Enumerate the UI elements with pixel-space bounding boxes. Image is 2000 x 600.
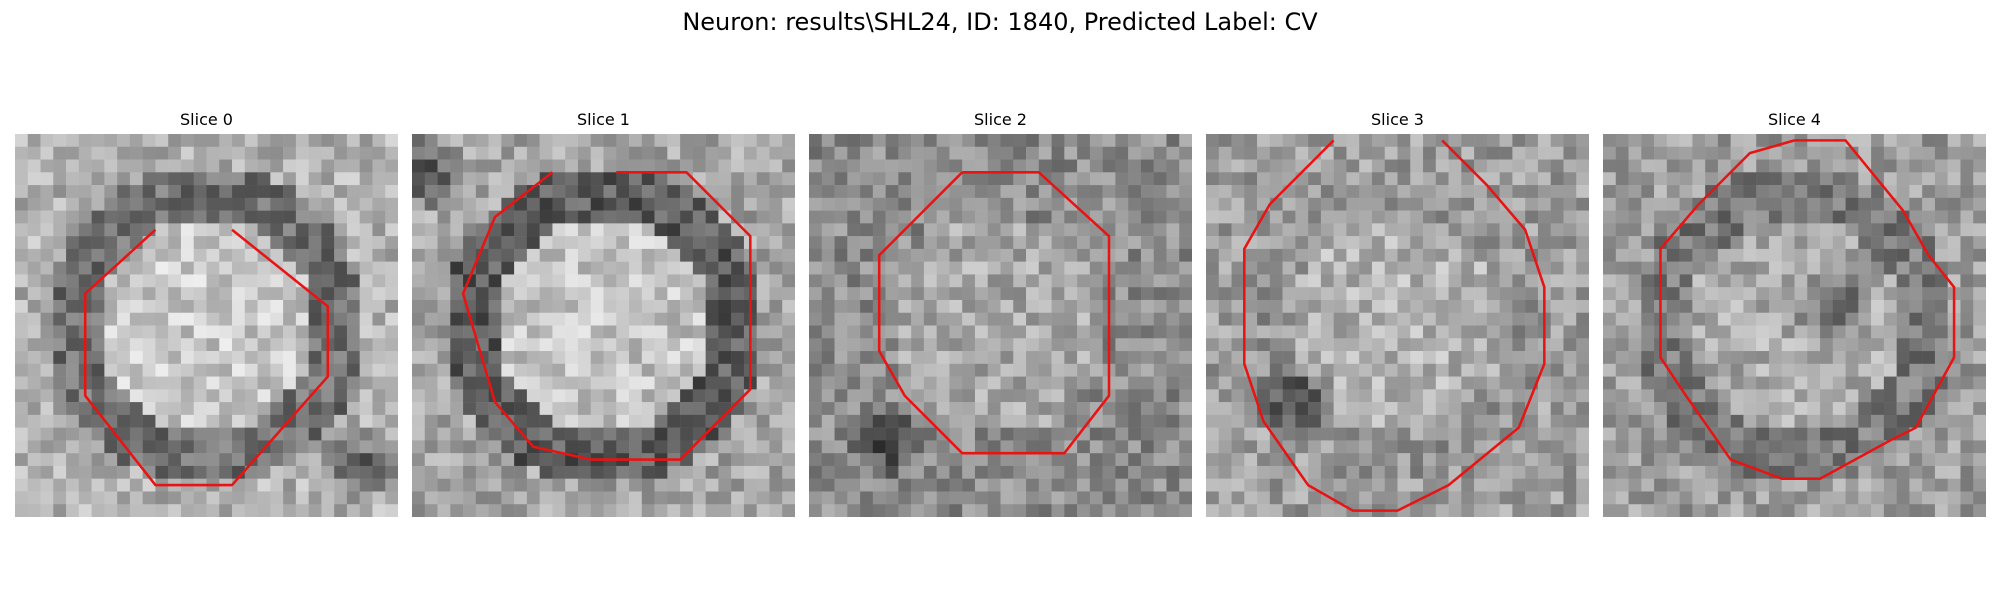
cell-outline	[461, 171, 752, 461]
slice-pixels	[15, 134, 398, 517]
slice-panel-0: Slice 0	[15, 108, 398, 517]
slice-image	[1206, 134, 1589, 517]
slice-title: Slice 3	[1371, 110, 1424, 129]
slice-panel-1: Slice 1	[412, 108, 795, 517]
cell-outline	[1659, 139, 1956, 480]
slice-title: Slice 2	[974, 110, 1027, 129]
slice-title: Slice 1	[577, 110, 630, 129]
slice-image	[15, 134, 398, 517]
slice-pixels	[412, 134, 795, 517]
slice-title: Slice 0	[180, 110, 233, 129]
slice-pixels	[1603, 134, 1986, 517]
figure-title: Neuron: results\SHL24, ID: 1840, Predict…	[682, 8, 1318, 36]
slice-image	[1603, 134, 1986, 517]
cell-outline	[877, 171, 1111, 455]
slice-title: Slice 4	[1768, 110, 1821, 129]
slice-panel-3: Slice 3	[1206, 108, 1589, 517]
slice-pixels	[1206, 134, 1589, 517]
cell-outline	[83, 228, 330, 487]
slice-pixels	[809, 134, 1192, 517]
slice-panel-2: Slice 2	[809, 108, 1192, 517]
slice-image	[809, 134, 1192, 517]
slice-image	[412, 134, 795, 517]
cell-outline	[1243, 139, 1546, 512]
slice-panel-4: Slice 4	[1603, 108, 1986, 517]
